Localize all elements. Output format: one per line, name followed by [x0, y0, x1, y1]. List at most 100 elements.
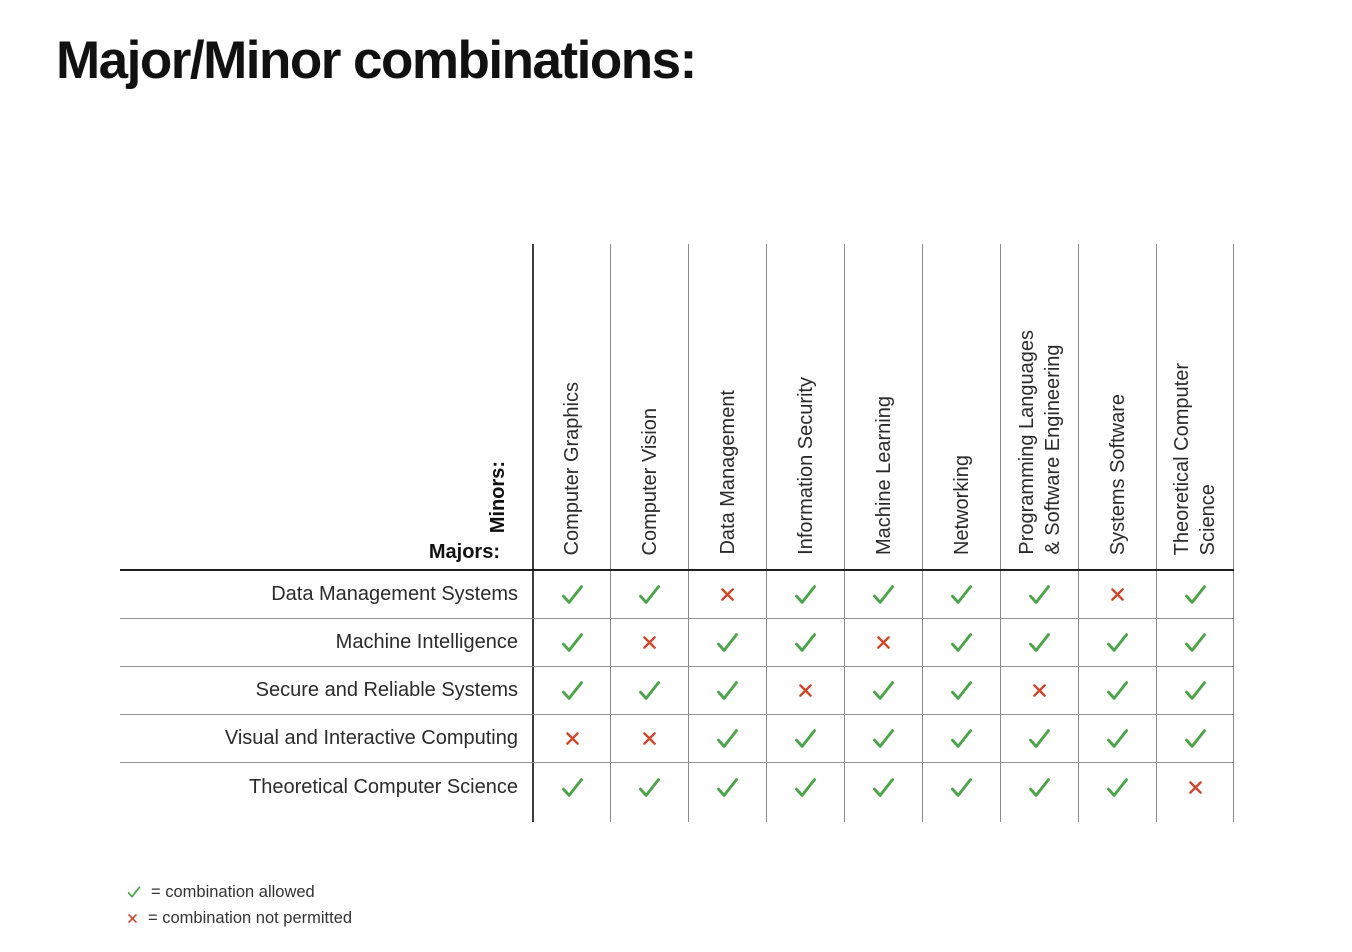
cross-icon: [877, 636, 890, 649]
combination-cell: [688, 619, 766, 666]
check-icon: [795, 585, 816, 604]
line-extension-spacer: [120, 811, 532, 822]
check-icon: [795, 729, 816, 748]
minor-header-cell: Machine Learning: [844, 244, 922, 569]
check-icon: [561, 585, 583, 604]
line-extension-row: [120, 811, 1234, 822]
check-icon: [1184, 681, 1206, 700]
check-icon: [1184, 585, 1206, 604]
minor-header-label: Programming Languages & Software Enginee…: [1015, 330, 1064, 555]
minor-header-label: Computer Vision: [638, 407, 661, 555]
combination-cell: [844, 571, 922, 618]
line-extension-cell: [688, 811, 766, 822]
page-title: Major/Minor combinations:: [56, 31, 697, 90]
check-icon: [1029, 633, 1050, 652]
combination-cell: [532, 715, 610, 762]
cross-icon: [643, 636, 656, 649]
check-icon: [1184, 633, 1206, 652]
header-divider-line: [120, 569, 1234, 571]
cross-icon: [1188, 780, 1202, 794]
major-row-label: Secure and Reliable Systems: [255, 679, 518, 701]
matrix-corner: Minors: Majors:: [120, 244, 532, 569]
cross-icon: [565, 732, 579, 745]
combination-cell: [1156, 667, 1234, 714]
minors-axis-label: Minors:: [487, 460, 509, 533]
combination-cell: [610, 571, 688, 618]
check-icon: [951, 729, 972, 748]
combination-cell: [1078, 571, 1156, 618]
combination-cell: [1000, 763, 1078, 811]
combination-cell: [1000, 619, 1078, 666]
cross-icon: [1033, 684, 1046, 697]
check-icon: [1107, 729, 1128, 748]
combination-cell: [1078, 763, 1156, 811]
line-extension-cell: [532, 811, 610, 822]
combination-cell: [532, 667, 610, 714]
cross-icon: [128, 913, 137, 923]
combination-matrix: Minors: Majors: Computer Graphics Compute…: [120, 244, 1234, 822]
line-extension-cell: [844, 811, 922, 822]
matrix-row: Data Management Systems: [120, 571, 1234, 619]
major-row-label: Theoretical Computer Science: [248, 775, 518, 798]
check-icon: [717, 777, 738, 797]
combination-cell: [766, 763, 844, 811]
line-extension-cell: [766, 811, 844, 822]
combination-cell: [922, 715, 1000, 762]
legend-text: = combination allowed: [151, 882, 315, 901]
line-extension-cell: [1156, 811, 1234, 822]
minor-header-cell: Information Security: [766, 244, 844, 569]
minor-header-label: Systems Software: [1106, 393, 1129, 555]
combination-cell: [532, 763, 610, 811]
combination-cell: [532, 619, 610, 666]
legend-item: = combination allowed: [126, 879, 352, 905]
check-icon: [717, 633, 738, 652]
line-extension-cell: [610, 811, 688, 822]
combination-cell: [688, 667, 766, 714]
combination-cell: [766, 571, 844, 618]
minor-header-label: Information Security: [794, 377, 817, 555]
majors-axis-label: Majors:: [428, 541, 500, 563]
minors-header-row: Minors: Majors: Computer Graphics Compute…: [120, 244, 1234, 569]
check-icon: [951, 585, 972, 604]
check-icon: [639, 777, 660, 797]
combination-cell: [532, 571, 610, 618]
check-icon: [873, 777, 894, 797]
combination-cell: [844, 619, 922, 666]
check-icon: [873, 585, 894, 604]
check-icon: [561, 633, 583, 652]
combination-cell: [1000, 571, 1078, 618]
combination-cell: [1078, 667, 1156, 714]
combination-cell: [766, 667, 844, 714]
minor-header-cell: Computer Graphics: [532, 244, 610, 569]
line-extension-cell: [922, 811, 1000, 822]
combination-cell: [688, 571, 766, 618]
major-row-label: Visual and Interactive Computing: [224, 727, 518, 749]
minor-header-cell: Systems Software: [1078, 244, 1156, 569]
matrix-row: Theoretical Computer Science: [120, 763, 1234, 811]
minor-header-label: Computer Graphics: [561, 381, 583, 555]
matrix-body: Data Management Systems Machine Intellige…: [120, 571, 1234, 811]
combination-cell: [610, 667, 688, 714]
check-icon: [873, 729, 894, 748]
combination-cell: [766, 715, 844, 762]
matrix-row: Secure and Reliable Systems: [120, 667, 1234, 715]
combination-cell: [688, 715, 766, 762]
combination-cell: [922, 667, 1000, 714]
check-icon: [717, 681, 738, 700]
combination-cell: [610, 619, 688, 666]
cross-icon: [1111, 588, 1124, 601]
matrix-row: Visual and Interactive Computing: [120, 715, 1234, 763]
cross-icon: [643, 732, 656, 745]
cross-icon: [799, 684, 812, 697]
minor-header-cell: Theoretical Computer Science: [1156, 244, 1234, 569]
check-icon: [795, 777, 816, 797]
combination-cell: [1156, 715, 1234, 762]
check-icon: [1107, 681, 1128, 700]
major-row-label: Machine Intelligence: [335, 631, 518, 653]
minor-header-label: Theoretical Computer Science: [1171, 362, 1219, 555]
check-icon: [951, 777, 972, 797]
check-icon: [795, 633, 816, 652]
check-icon: [1107, 633, 1128, 652]
check-icon: [561, 681, 583, 700]
matrix-row: Machine Intelligence: [120, 619, 1234, 667]
